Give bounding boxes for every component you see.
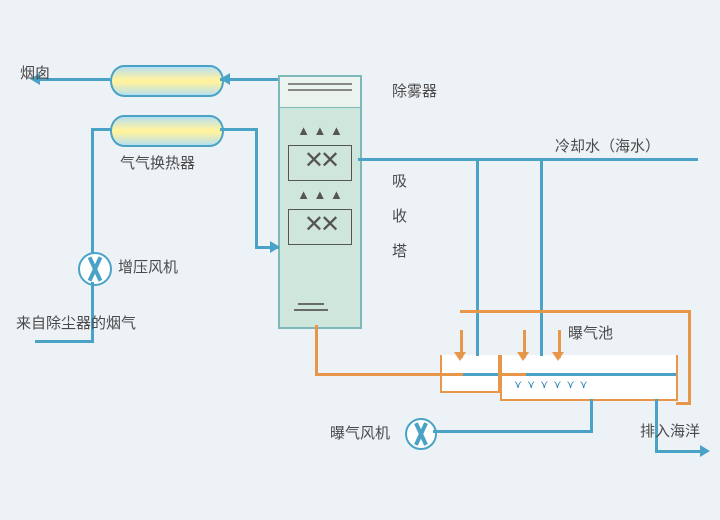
pool-big: ⋎ ⋎ ⋎ ⋎ ⋎ ⋎: [500, 355, 678, 401]
arrow-down-icon: [552, 352, 564, 361]
arrow-down-icon: [454, 352, 466, 361]
label-tower2: 收: [392, 205, 407, 226]
arrow-down-icon: [517, 352, 529, 361]
label-inlet: 来自除尘器的烟气: [16, 312, 136, 333]
arrow-right-icon: [700, 445, 710, 457]
label-demister: 除雾器: [392, 80, 437, 101]
booster-fan-icon: [78, 252, 112, 286]
aerator-fan-icon: [405, 418, 437, 450]
label-booster: 增压风机: [118, 256, 178, 277]
heat-exchanger-top: [110, 65, 224, 97]
arrow-right-icon: [270, 241, 280, 253]
label-aerator: 曝气风机: [330, 422, 390, 443]
heat-exchanger-bot: [110, 115, 224, 147]
label-cooling: 冷却水（海水）: [555, 135, 660, 156]
label-pool: 曝气池: [568, 322, 613, 343]
label-tower3: 塔: [392, 240, 407, 261]
label-tower1: 吸: [392, 170, 407, 191]
label-stack: 烟囱: [20, 62, 50, 83]
label-outlet: 排入海洋: [640, 420, 700, 441]
diagram-canvas: ▲ ▲ ▲ ✕✕ ▲ ▲ ▲ ✕✕ ⋎ ⋎ ⋎ ⋎ ⋎ ⋎: [0, 0, 720, 520]
aeration-spray: ⋎ ⋎ ⋎ ⋎ ⋎ ⋎: [514, 378, 589, 391]
absorption-tower: ▲ ▲ ▲ ✕✕ ▲ ▲ ▲ ✕✕: [278, 75, 362, 329]
label-exchanger: 气气换热器: [120, 152, 195, 173]
arrow-left-icon: [220, 73, 230, 85]
